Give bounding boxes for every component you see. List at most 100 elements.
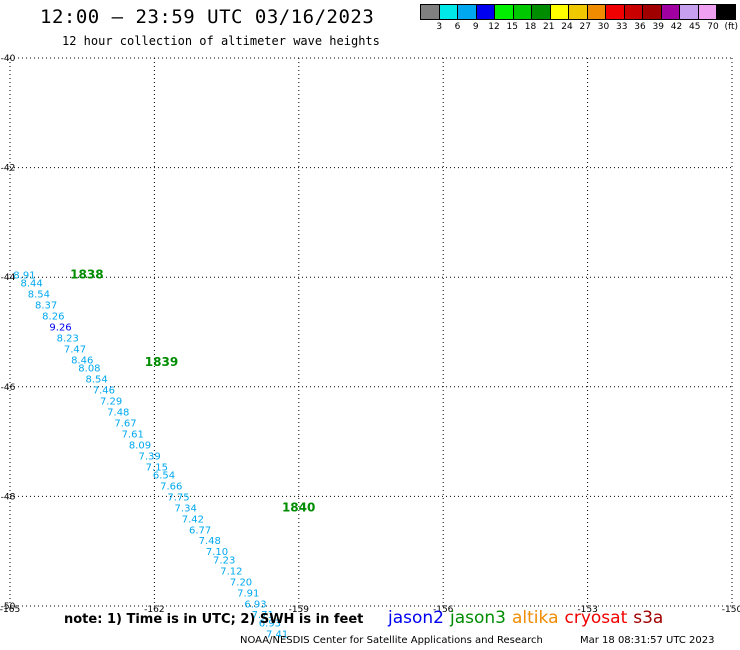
legend-label: 30 [597,22,610,32]
y-tick-label: -40 [1,54,16,64]
swh-value-label: 7.34 [175,503,197,514]
legend-swatch [716,4,736,20]
y-tick-label: -46 [1,383,16,393]
x-tick-label: -150 [722,605,740,615]
y-tick-label: -50 [1,602,16,612]
swh-value-label: 8.54 [86,375,108,386]
credit-text: NOAA/NESDIS Center for Satellite Applica… [240,635,543,646]
legend-swatch [531,4,551,20]
legend-label: 27 [579,22,591,32]
swh-value-label: 8.09 [129,440,151,451]
swh-value-label: 8.37 [35,301,57,312]
legend-label: 33 [616,22,628,32]
swh-value-label: 6.93 [244,599,266,610]
legend-label: 9 [472,22,479,32]
legend-swatch [549,4,569,20]
legend-swatch [494,4,514,20]
legend-label: 15 [506,22,518,32]
legend-label: (ft) [724,22,739,32]
swh-value-label: 7.41 [266,629,288,640]
legend-label: 36 [634,22,646,32]
legend-swatch [623,4,643,20]
swh-value-label: 7.48 [107,407,129,418]
swh-value-label: 6.54 [153,470,175,481]
swh-value-label: 7.71 [252,610,274,621]
x-tick-label: -153 [577,605,597,615]
page-title: 12:00 – 23:59 UTC 03/16/2023 [40,6,375,28]
swh-value-label: 7.20 [230,577,252,588]
legend-swatch [457,4,477,20]
swh-value-label: 8.23 [57,333,79,344]
legend-label: 70 [707,22,719,32]
satellite-name: cryosat [564,608,628,628]
x-tick-label: -156 [433,605,454,615]
satellite-name: jason3 [450,608,506,628]
pass-time-labels: 1838 1839 1840 [70,267,315,514]
swh-value-label: 7.12 [220,566,242,577]
legend-label: 21 [543,22,555,32]
legend-swatch [586,4,606,20]
legend-label: 12 [488,22,500,32]
x-tick-label: -159 [289,605,310,615]
legend-swatch [420,4,440,20]
y-tick-label: -48 [1,492,16,502]
swh-value-label: 7.42 [182,514,204,525]
satellite-name: s3a [633,608,664,628]
y-tick-label: -44 [1,273,16,283]
swh-value-label: 8.46 [71,355,93,366]
pass-time-label: 1840 [282,500,315,514]
satellite-name: altika [512,608,559,628]
axis-tick-labels: -165 -162 -159 -156 -153 -150 -40 -42 -44 -46 -48 -… [0,54,740,615]
legend-swatch [697,4,717,20]
legend-label: 24 [561,22,573,32]
swh-value-label: 7.29 [100,397,122,408]
swh-value-label: 7.10 [206,547,228,558]
legend-swatch [475,4,495,20]
color-scale-legend [420,4,736,20]
swh-value-label: 9.26 [49,323,71,334]
swh-value-label: 7.75 [167,492,189,503]
footer-note: note: 1) Time is in UTC; 2) SWH is in fe… [64,612,364,627]
x-tick-label: -162 [144,605,164,615]
legend-label: 18 [524,22,537,32]
swh-value-label: 7.46 [93,386,115,397]
swh-value-label: 6.77 [189,525,211,536]
swh-value-label: 8.08 [78,364,100,375]
swh-value-label: 7.15 [146,462,168,473]
legend-label: 45 [689,22,701,32]
legend-swatch [568,4,588,20]
legend-label: 42 [670,22,683,32]
legend-swatch [679,4,699,20]
satellite-name: jason2 [388,608,444,628]
swh-value-label: 7.39 [138,451,160,462]
generation-timestamp: Mar 18 08:31:57 UTC 2023 [580,635,715,646]
legend-swatch [438,4,458,20]
swh-value-label: 7.67 [114,418,136,429]
swh-value-label: 8.91 [13,270,35,281]
swh-value-label: 7.47 [64,344,86,355]
legend-label: 6 [454,22,461,32]
swh-value-label: 7.23 [213,555,235,566]
legend-swatch [660,4,680,20]
swh-data-points: 8.918.448.548.378.269.268.237.478.468.08… [13,270,288,640]
y-tick-label: -42 [1,164,16,174]
swh-value-label: 7.61 [122,429,144,440]
swh-value-label: 8.26 [42,312,64,323]
swh-value-label: 8.44 [21,279,43,290]
x-tick-label: -165 [0,605,20,615]
swh-value-label: 7.48 [199,536,221,547]
swh-value-label: 7.91 [237,588,259,599]
map-grid [9,57,733,607]
satellite-legend: jason2 jason3 altika cryosat s3a [388,608,669,628]
page-subtitle: 12 hour collection of altimeter wave hei… [62,34,380,48]
swh-value-label: 6.93 [259,618,281,629]
swh-value-label: 7.66 [160,481,182,492]
pass-time-label: 1838 [70,267,103,281]
legend-swatch [605,4,625,20]
color-scale-labels: 3 6 9 12 15 18 21 24 27 30 33 36 39 42 45 70 (ft) [421,22,740,34]
legend-swatch [642,4,662,20]
swh-value-label: 8.54 [28,290,50,301]
pass-time-label: 1839 [145,355,178,369]
legend-label: 39 [652,22,664,32]
